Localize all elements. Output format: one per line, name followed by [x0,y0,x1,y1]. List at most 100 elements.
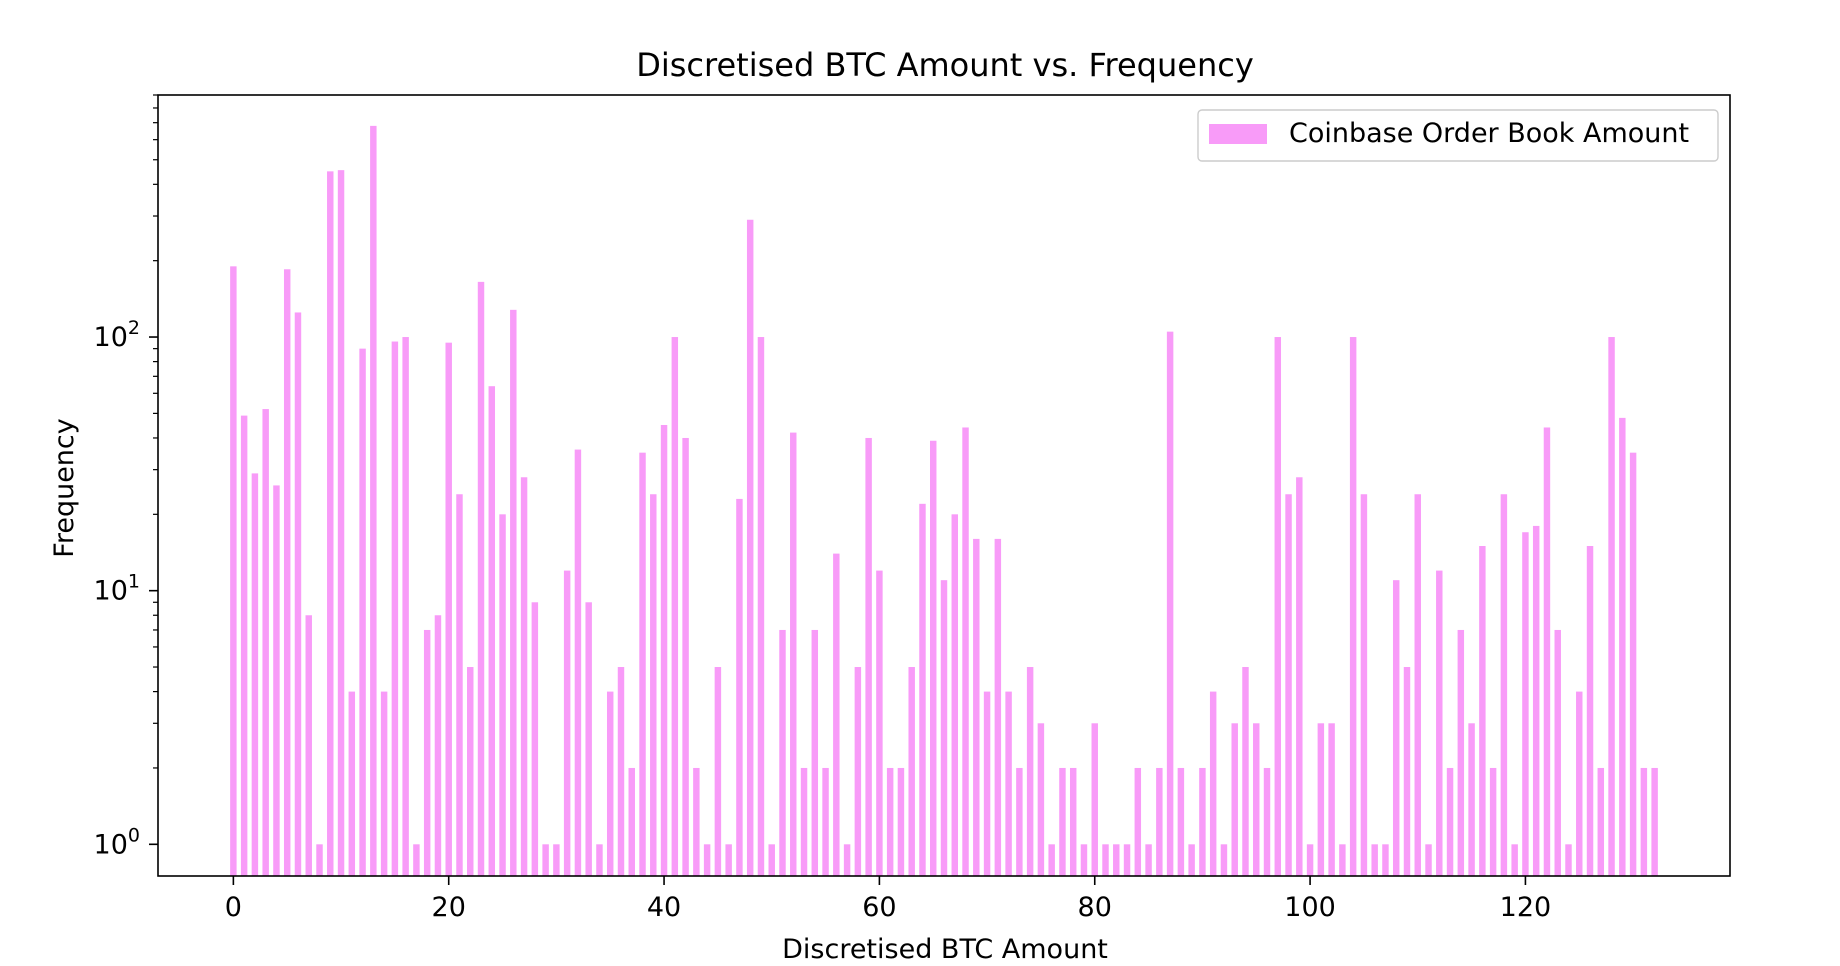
bar [1177,767,1185,876]
bar [305,615,312,876]
bar [402,337,409,876]
bar [1069,767,1077,876]
bar [1565,844,1572,876]
bar [294,312,302,876]
bar [1253,723,1260,876]
bar [1059,767,1066,876]
x-tick-label: 80 [1078,892,1112,923]
bar [1640,767,1648,876]
bar [1446,767,1454,876]
x-tick-label: 120 [1500,892,1552,923]
bar [1156,767,1163,876]
bar [746,219,754,876]
bar [1285,494,1292,876]
bar [908,667,915,876]
bar [391,341,399,876]
bar [1457,629,1465,876]
bar [1392,580,1400,876]
bar [1306,844,1314,876]
bar [423,629,431,876]
bar [499,514,506,876]
bar [337,170,345,876]
bar [994,538,1002,876]
bar [1231,723,1238,876]
bar [1382,844,1389,876]
bar [660,424,668,876]
bar [1554,629,1561,876]
bar [1123,844,1131,876]
bar [1403,667,1411,876]
bar [682,437,689,876]
bar [510,309,517,877]
bar [897,767,905,876]
x-axis-ticks: 0 20 40 60 80 100 120 [225,876,1551,923]
bar [553,844,560,876]
plot-frame [157,94,1731,877]
bar [1360,494,1368,876]
bar [693,767,700,876]
bar [736,498,743,876]
bar [1037,723,1045,876]
bar [671,337,679,876]
x-axis-label: Discretised BTC Amount [782,934,1108,965]
bar [1134,767,1142,876]
bar [1543,427,1551,876]
bar [790,432,797,876]
bar [1274,337,1282,876]
bar [854,667,862,876]
y-tick-label: 101 [94,571,140,607]
bar [488,386,496,876]
bar [650,494,657,876]
legend-label: Coinbase Order Book Amount [1289,118,1689,149]
x-tick-label: 100 [1284,892,1336,923]
bar [1349,337,1357,876]
bar [1220,844,1228,876]
bar [1048,844,1055,876]
bar [1479,546,1486,876]
bar [316,844,323,876]
bar [1026,667,1034,876]
bars-group [230,125,1658,877]
bar [585,602,592,876]
bar [833,553,840,876]
bar [563,570,571,876]
y-axis-label: Frequency [49,418,80,558]
bar [348,691,356,876]
bar [327,171,334,877]
bar [230,266,237,877]
y-tick-label: 102 [94,317,140,353]
bar [930,440,937,876]
bar [919,503,926,876]
bar [1166,331,1174,876]
bar [1608,337,1615,876]
bar [725,844,732,876]
bar [380,691,388,876]
bar [703,844,711,876]
bar [1339,844,1346,876]
x-tick-label: 0 [225,892,242,923]
bar [251,473,259,876]
bar [639,452,646,876]
legend-swatch [1209,124,1267,144]
bar [1425,844,1432,876]
bar [779,629,786,876]
bar [240,415,248,876]
bar [445,342,452,876]
bar [477,281,485,876]
bar [973,538,980,876]
bar [1651,767,1658,876]
bar [1576,691,1583,876]
bar [413,844,420,876]
bar [1317,723,1325,876]
bar [757,337,765,876]
bar [1500,494,1508,876]
bar [876,570,883,876]
x-tick-label: 20 [432,892,466,923]
bar [951,514,958,876]
bar [1511,844,1518,876]
y-axis-ticks: 100 101 102 [94,94,158,860]
bar [1102,844,1109,876]
bar [1188,844,1195,876]
